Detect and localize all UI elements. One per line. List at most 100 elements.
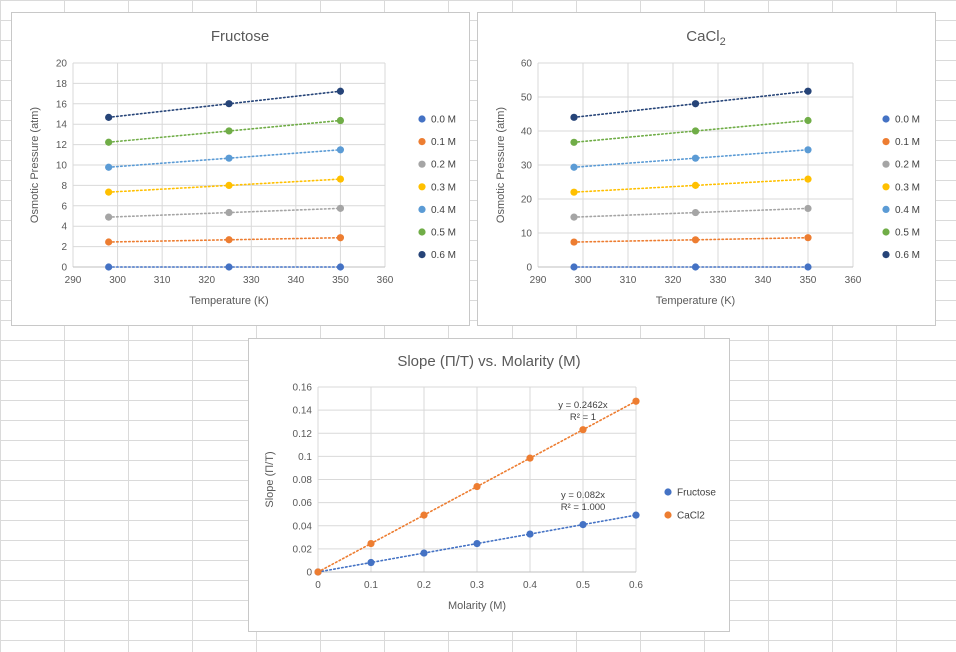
y-tick-label: 0 xyxy=(61,263,67,274)
x-tick-label: 0.4 xyxy=(523,580,537,591)
data-point-0-6-m xyxy=(105,113,113,121)
legend-marker-fructose xyxy=(664,488,672,496)
data-point-0-0-m xyxy=(105,263,113,271)
x-axis-title: Temperature (K) xyxy=(656,295,735,307)
cacl2-chart-box[interactable]: CaCl2 290 300 310 320 330 340 350 360 0 10 20 30 40 50… xyxy=(477,12,936,326)
y-tick-label: 10 xyxy=(56,161,68,172)
data-point-fructose xyxy=(526,530,534,538)
data-point-0-0-m xyxy=(691,263,700,271)
legend-marker-0-5-m xyxy=(882,228,890,236)
y-tick-label: 0.14 xyxy=(293,406,313,417)
data-point-0-2-m xyxy=(570,213,578,221)
legend-marker-0-3-m xyxy=(418,183,426,191)
data-point-0-0-m xyxy=(336,263,345,271)
y-tick-label: 4 xyxy=(61,222,67,233)
legend-marker-0-6-m xyxy=(882,251,890,259)
x-tick-label: 290 xyxy=(530,275,547,286)
legend-marker-0-3-m xyxy=(882,183,890,191)
data-point-0-3-m xyxy=(225,181,233,189)
data-point-0-1-m xyxy=(804,234,812,242)
y-axis-title: Osmotic Pressure (atm) xyxy=(495,107,507,223)
data-point-0-6-m xyxy=(804,87,812,95)
legend-label-0-0-m: 0.0 M xyxy=(431,115,456,126)
chart-title-subscript: 2 xyxy=(720,36,726,48)
trendline-0-3-m xyxy=(107,178,342,193)
data-point-0-2-m xyxy=(225,208,233,217)
x-tick-label: 0.6 xyxy=(629,580,643,591)
x-tick-label: 320 xyxy=(665,275,682,286)
fructose-chart-box[interactable]: Fructose 290 300 310 320 330 340 350 360 0 2 4 6 8 10 1… xyxy=(11,12,470,326)
data-point-0-3-m xyxy=(691,181,700,189)
data-point-cacl2 xyxy=(473,482,481,491)
data-point-0-1-m xyxy=(570,238,578,246)
trendline-0-6-m xyxy=(107,90,342,119)
data-point-0-1-m xyxy=(225,236,233,244)
y-tick-label: 0 xyxy=(306,568,312,579)
trendline-0-5-m xyxy=(573,119,809,144)
y-tick-label: 0.02 xyxy=(293,544,313,555)
y-tick-label: 50 xyxy=(521,93,533,104)
data-point-0-6-m xyxy=(570,113,578,121)
cacl2-chart: CaCl2 290 300 310 320 330 340 350 360 0 10 20 30 40 50… xyxy=(495,28,920,307)
legend-label-0-3-m: 0.3 M xyxy=(431,182,456,193)
y-tick-label: 12 xyxy=(56,140,68,151)
y-tick-label: 0 xyxy=(526,263,532,274)
x-tick-label: 360 xyxy=(845,275,862,286)
y-tick-label: 0.08 xyxy=(293,475,313,486)
data-point-cacl2 xyxy=(367,539,375,548)
x-tick-label: 310 xyxy=(154,275,171,286)
x-tick-label: 320 xyxy=(198,275,215,286)
y-tick-label: 20 xyxy=(56,59,68,70)
x-axis-title: Temperature (K) xyxy=(189,295,268,307)
legend-label-0-1-m: 0.1 M xyxy=(895,137,920,148)
y-tick-label: 0.12 xyxy=(293,429,313,440)
y-axis-title: Osmotic Pressure (atm) xyxy=(29,107,41,223)
r-squared-label: R² = 1.000 xyxy=(561,502,606,513)
data-point-cacl2 xyxy=(526,454,534,462)
trendline-0-4-m xyxy=(573,148,809,169)
x-tick-label: 290 xyxy=(65,275,82,286)
legend-marker-0-1-m xyxy=(882,138,890,146)
x-tick-label: 340 xyxy=(755,275,772,286)
data-point-cacl2 xyxy=(314,568,322,576)
x-tick-label: 300 xyxy=(575,275,592,286)
x-tick-label: 300 xyxy=(109,275,126,286)
data-point-cacl2 xyxy=(632,397,640,405)
legend-label-0-5-m: 0.5 M xyxy=(895,228,920,239)
legend-label-0-3-m: 0.3 M xyxy=(895,182,920,193)
legend-marker-0-2-m xyxy=(418,160,426,168)
y-tick-label: 0.16 xyxy=(293,383,313,394)
slope-chart-box[interactable]: Slope (Π/T) vs. Molarity (M) 0 0.1 0.2 0.3 0.… xyxy=(248,338,730,632)
y-tick-label: 14 xyxy=(56,120,68,131)
trendline-0-2-m xyxy=(573,207,809,218)
y-tick-label: 8 xyxy=(61,181,67,192)
y-tick-label: 10 xyxy=(521,229,533,240)
y-axis-title: Slope (Π/T) xyxy=(264,451,276,507)
data-point-0-0-m xyxy=(570,263,578,271)
legend-label-0-2-m: 0.2 M xyxy=(895,160,920,171)
x-tick-label: 350 xyxy=(800,275,817,286)
data-point-0-2-m xyxy=(336,204,345,212)
trendline-0-2-m xyxy=(107,207,342,218)
data-point-0-4-m xyxy=(336,146,345,154)
trendline-0-1-m xyxy=(573,236,809,243)
x-tick-label: 350 xyxy=(332,275,349,286)
y-tick-label: 40 xyxy=(521,127,533,138)
data-point-cacl2 xyxy=(579,426,587,434)
trendline-0-4-m xyxy=(107,148,342,169)
chart-title: Fructose xyxy=(211,28,269,45)
data-point-0-0-m xyxy=(804,263,812,271)
legend-marker-0-0-m xyxy=(418,115,426,123)
data-point-0-3-m xyxy=(804,175,812,183)
legend-marker-0-4-m xyxy=(882,205,890,213)
y-tick-label: 30 xyxy=(521,161,533,172)
legend-label-fructose: Fructose xyxy=(677,488,716,499)
data-point-fructose xyxy=(420,549,428,557)
x-tick-label: 330 xyxy=(710,275,727,286)
data-point-0-2-m xyxy=(804,204,812,213)
y-tick-label: 16 xyxy=(56,99,68,110)
data-point-0-1-m xyxy=(105,238,113,246)
legend-marker-0-1-m xyxy=(418,138,426,146)
chart-title: Slope (Π/T) vs. Molarity (M) xyxy=(397,353,580,370)
data-point-0-4-m xyxy=(225,154,233,162)
